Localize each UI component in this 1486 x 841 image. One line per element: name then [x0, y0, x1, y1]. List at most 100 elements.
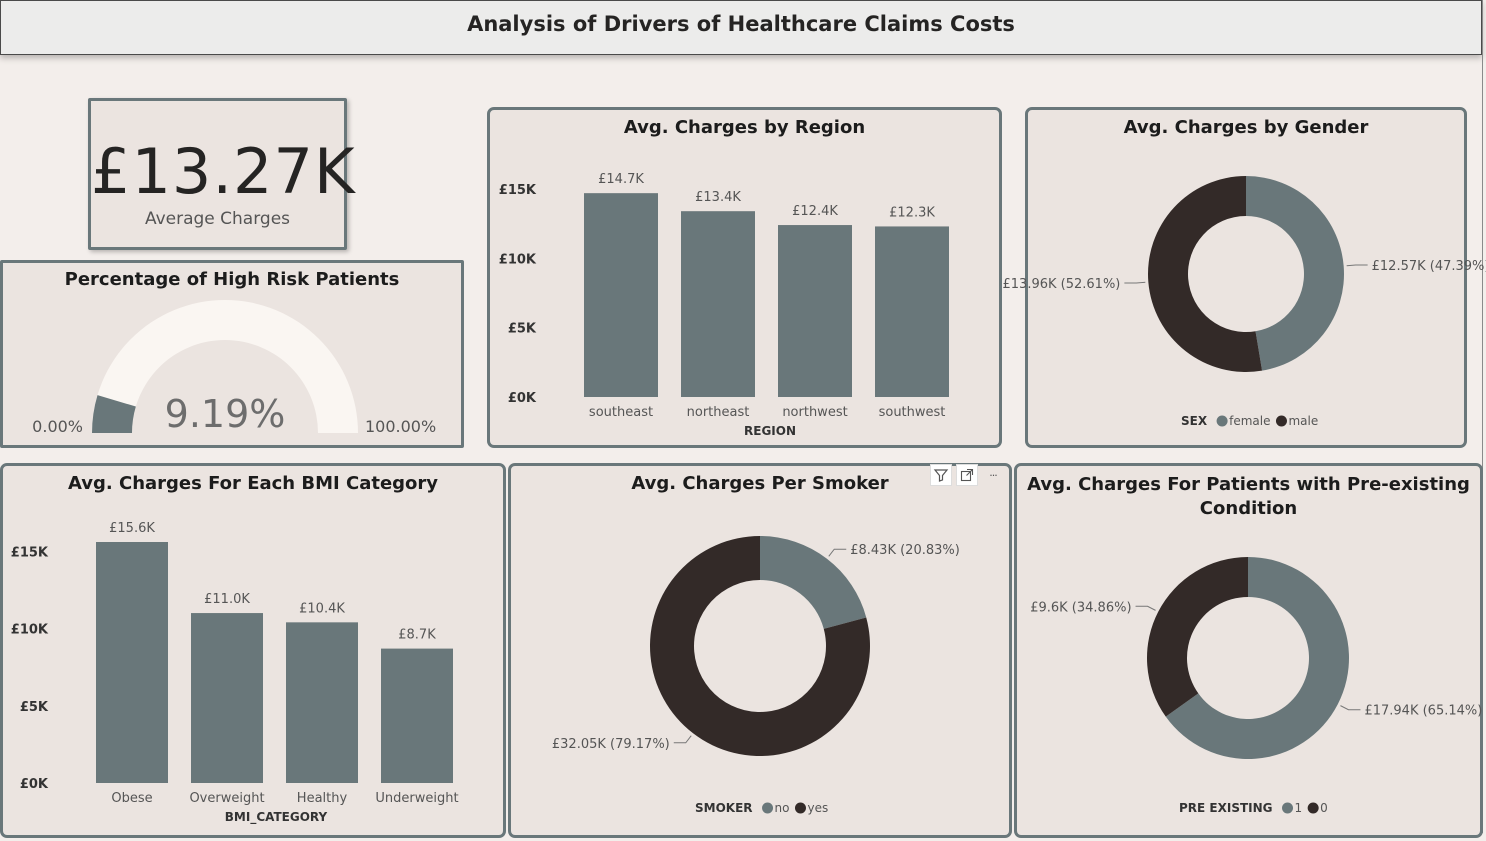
donut-leader-line — [1340, 705, 1361, 711]
x-axis-title: BMI_CATEGORY — [225, 810, 328, 825]
legend-title: SEX — [1181, 414, 1208, 428]
focus-mode-icon[interactable] — [956, 464, 978, 486]
smoker-chart-title: Avg. Charges Per Smoker — [631, 473, 889, 494]
gauge-max-label: 100.00% — [365, 417, 436, 436]
gender-donut-chart: £12.57K (47.39%) £13.96K (52.61%) SEX femal… — [1003, 176, 1486, 428]
donut-slice-female — [1246, 176, 1344, 371]
legend-marker-1 — [1282, 802, 1294, 814]
x-tick-label: southeast — [589, 405, 653, 420]
y-tick-label: £5K — [20, 700, 49, 715]
gauge-min-label: 0.00% — [32, 417, 83, 436]
x-tick-label: northeast — [687, 405, 750, 420]
legend-item-label: female — [1229, 414, 1270, 428]
preexisting-title-line-2: Condition — [1199, 498, 1298, 519]
more-options-icon[interactable]: ··· — [982, 464, 1004, 486]
x-tick-label: Underweight — [375, 791, 458, 806]
filter-icon[interactable] — [930, 464, 952, 486]
preexisting-chart-title: Avg. Charges For Patients with Pre-exist… — [1017, 473, 1480, 521]
bar-northwest — [778, 225, 852, 397]
high-risk-gauge: 9.19% 0.00% 100.00% — [32, 300, 436, 436]
legend-item-label: 1 — [1295, 801, 1303, 815]
bar-data-label: £12.3K — [889, 205, 935, 220]
donut-data-label: £17.94K (65.14%) — [1364, 704, 1482, 719]
bar-healthy — [286, 622, 358, 783]
donut-slice-1 — [1165, 557, 1349, 759]
donut-data-label: £13.96K (52.61%) — [1003, 277, 1121, 292]
x-tick-label: northwest — [782, 405, 847, 420]
gender-chart-card[interactable]: Avg. Charges by Gender £12.57K (47.39%) £… — [1003, 107, 1486, 448]
bmi-chart-card[interactable]: Avg. Charges For Each BMI Category £0K £5… — [0, 463, 506, 838]
y-tick-label: £10K — [499, 252, 537, 267]
more-options-label: ··· — [989, 468, 997, 482]
visual-header-toolbar: ··· — [930, 464, 1004, 486]
preexisting-title-line-1: Avg. Charges For Patients with Pre-exist… — [1027, 474, 1470, 495]
preexisting-donut-chart: £17.94K (65.14%) £9.6K (34.86%) PRE EXISTI… — [1030, 557, 1482, 815]
filter-icon-glyph — [933, 469, 949, 482]
legend-marker-male — [1275, 415, 1287, 427]
y-tick-label: £10K — [11, 623, 49, 638]
x-tick-label: southwest — [879, 405, 946, 420]
y-tick-label: £15K — [499, 183, 537, 198]
bmi-bar-chart: £0K £5K £10K £15K £15.6K Obese £11.0K Overweigh… — [11, 521, 459, 825]
report-title: Analysis of Drivers of Healthcare Claims… — [467, 11, 1015, 36]
legend-item-label: 0 — [1320, 801, 1328, 815]
donut-data-label: £9.6K (34.86%) — [1030, 600, 1131, 615]
x-axis-title: REGION — [744, 424, 796, 438]
legend-marker-yes — [794, 802, 806, 814]
x-tick-label: Obese — [111, 791, 152, 806]
high-risk-gauge-card[interactable]: Percentage of High Risk Patients 9.19% 0.… — [0, 260, 464, 448]
region-chart-title: Avg. Charges by Region — [623, 117, 866, 138]
legend-marker-0 — [1307, 802, 1319, 814]
bar-obese — [96, 542, 168, 783]
y-tick-label: £0K — [20, 777, 49, 792]
x-tick-label: Healthy — [297, 791, 348, 806]
gauge-value-label: 9.19% — [165, 392, 286, 436]
donut-slice-yes — [650, 536, 870, 756]
legend-item-label: male — [1288, 414, 1318, 428]
donut-leader-line — [1124, 281, 1146, 284]
kpi-label: Average Charges — [144, 209, 291, 229]
legend-marker-female — [1216, 415, 1228, 427]
smoker-chart-card[interactable]: Avg. Charges Per Smoker £8.43K (20.83%) £… — [508, 463, 1012, 838]
page-edge-divider — [1482, 0, 1483, 833]
legend-item-label: yes — [807, 801, 828, 815]
bar-southeast — [584, 193, 658, 397]
bar-data-label: £13.4K — [695, 190, 741, 205]
donut-leader-line — [1135, 605, 1156, 611]
y-tick-label: £0K — [508, 391, 537, 406]
donut-data-label: £32.05K (79.17%) — [552, 737, 670, 752]
high-risk-gauge-title: Percentage of High Risk Patients — [64, 269, 400, 290]
legend-title: SMOKER — [695, 801, 753, 815]
gauge-value-arc — [92, 395, 136, 433]
bar-overweight — [191, 613, 263, 783]
bar-data-label: £11.0K — [204, 592, 250, 607]
report-header: Analysis of Drivers of Healthcare Claims… — [0, 0, 1482, 55]
bar-data-label: £15.6K — [109, 521, 155, 536]
donut-data-label: £12.57K (47.39%) — [1372, 259, 1486, 274]
preexisting-chart-card[interactable]: Avg. Charges For Patients with Pre-exist… — [1014, 463, 1483, 838]
legend-title: PRE EXISTING — [1179, 801, 1273, 815]
donut-slice-male — [1148, 176, 1263, 373]
y-tick-label: £5K — [508, 322, 537, 337]
x-tick-label: Overweight — [189, 791, 264, 806]
bar-underweight — [381, 648, 453, 783]
bar-data-label: £14.7K — [598, 172, 644, 187]
y-tick-label: £15K — [11, 545, 49, 560]
bar-data-label: £8.7K — [398, 628, 436, 643]
donut-leader-line — [673, 735, 692, 744]
bar-data-label: £12.4K — [792, 204, 838, 219]
kpi-card-average-charges[interactable]: £13.27K Average Charges — [88, 98, 356, 250]
focus-mode-icon-glyph — [960, 468, 974, 482]
donut-slice-0 — [1147, 557, 1248, 717]
bar-southwest — [875, 226, 949, 397]
legend-marker-no — [762, 802, 774, 814]
kpi-value: £13.27K — [91, 135, 356, 208]
gauge-track — [92, 300, 358, 433]
donut-data-label: £8.43K (20.83%) — [850, 543, 960, 558]
bar-northeast — [681, 211, 755, 397]
region-chart-card[interactable]: Avg. Charges by Region £0K £5K £10K £15K £14… — [487, 107, 1002, 448]
gender-chart-title: Avg. Charges by Gender — [1123, 117, 1369, 138]
region-bar-chart: £0K £5K £10K £15K £14.7K southeast £13.4K north… — [499, 172, 949, 438]
bmi-chart-title: Avg. Charges For Each BMI Category — [67, 473, 439, 494]
donut-slice-no — [760, 536, 867, 629]
